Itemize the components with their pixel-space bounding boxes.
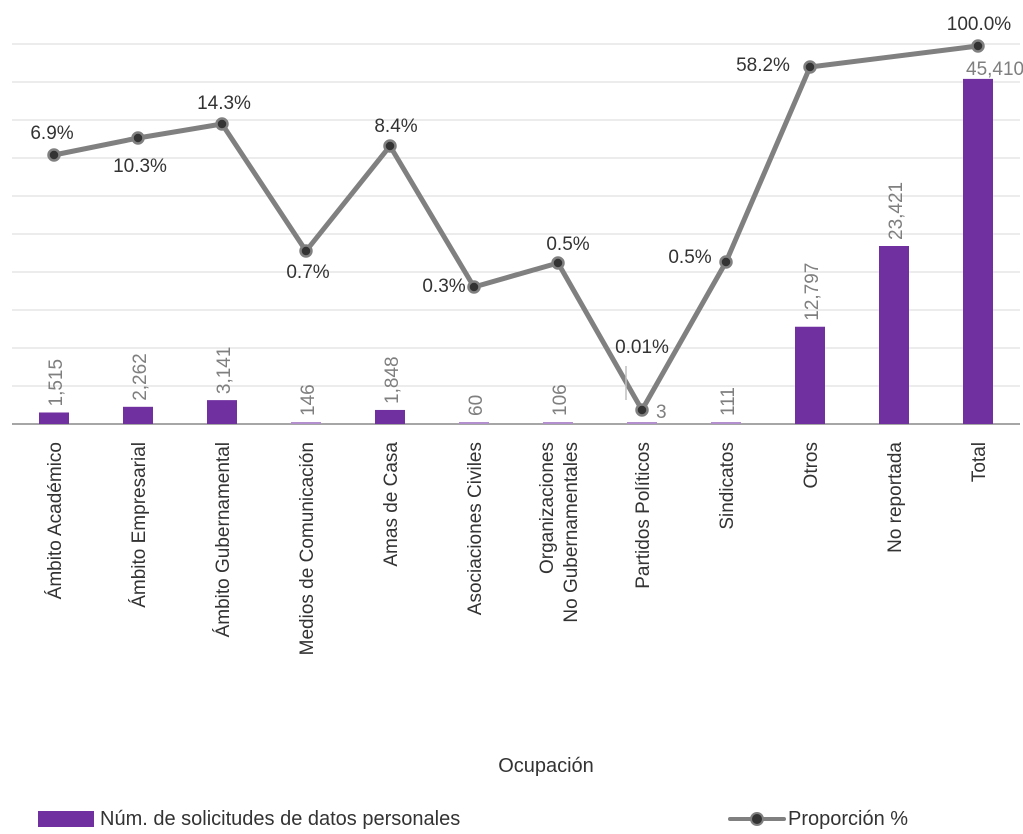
bar-data-label: 3,141 [214, 347, 235, 395]
bar [459, 422, 489, 424]
proportion-line [53, 43, 979, 413]
bar [207, 400, 237, 424]
x-tick-label: No reportada [885, 442, 906, 553]
x-tick-label: Ámbito Académico [45, 442, 66, 599]
x-tick-label: Ámbito Gubernamental [213, 442, 234, 637]
x-tick-label: Total [969, 442, 990, 482]
line-data-labels: 6.9% 10.3% 14.3% 0.7% 8.4% 0.3% 0.5% 0.01% 0.5% 5… [30, 14, 1011, 400]
line-point [131, 131, 145, 145]
legend-line-label: Proporción % [788, 807, 909, 830]
bar-data-label: 2,262 [130, 353, 151, 401]
bar [123, 406, 153, 424]
line-data-label: 6.9% [30, 123, 73, 144]
bar-data-label: 1,515 [46, 359, 67, 407]
x-tick-label: No Gubernamentales [561, 442, 582, 623]
line-point [47, 148, 61, 162]
legend-bar-label: Núm. de solicitudes de datos personales [100, 807, 461, 830]
line-data-label: 14.3% [197, 93, 251, 114]
bar-data-label: 3 [656, 402, 667, 423]
x-tick-label: Amas de Casa [381, 442, 402, 567]
bar-series [39, 78, 993, 424]
line-point [467, 280, 481, 294]
line-data-label: 58.2% [736, 55, 790, 76]
line-point [215, 117, 229, 131]
bar [795, 326, 825, 424]
line-point [803, 60, 817, 74]
line-data-label: 0.5% [546, 234, 589, 255]
line-point [635, 403, 649, 417]
x-tick-label: Sindicatos [717, 442, 738, 530]
x-axis-title: Ocupación [498, 755, 594, 777]
legend-bar-swatch [38, 811, 94, 827]
line-point [719, 255, 733, 269]
legend-line-swatch [728, 811, 786, 827]
line-data-label: 8.4% [374, 116, 417, 137]
gridlines [12, 43, 1020, 425]
line-data-label: 100.0% [947, 14, 1012, 35]
x-tick-label: Ámbito Empresarial [129, 442, 150, 608]
line-data-label: 0.3% [422, 276, 465, 297]
line-data-label: 10.3% [113, 156, 167, 177]
x-tick-label: Otros [801, 442, 822, 488]
bar-data-label: 12,797 [802, 263, 823, 321]
bar [291, 422, 321, 424]
line-point [551, 256, 565, 270]
bar-data-label: 106 [550, 384, 571, 416]
x-tick-label: Partidos Políticos [633, 442, 654, 589]
bar-data-label: 146 [298, 384, 319, 416]
bar [543, 422, 573, 424]
x-tick-label: Medios de Comunicación [297, 442, 318, 655]
bar [879, 246, 909, 424]
x-tick-label: Asociaciones Civiles [465, 442, 486, 615]
line-data-label: 0.01% [615, 337, 669, 358]
line-point [971, 39, 985, 53]
bar [39, 412, 69, 424]
bar [375, 409, 405, 424]
line-point [299, 244, 313, 258]
bar-data-label: 60 [466, 395, 487, 416]
bar-data-label: 111 [718, 387, 739, 416]
bar-data-labels: 1,515 2,262 3,141 146 1,848 60 106 3 111 12,797 23… [46, 59, 1023, 423]
bar [627, 422, 657, 424]
line-point [383, 139, 397, 153]
line-series [47, 39, 985, 417]
bar [711, 422, 741, 424]
x-tick-label: Organizaciones [537, 442, 558, 574]
x-tick-labels: Ámbito Académico Ámbito Empresarial Ámbito… [45, 442, 990, 656]
legend-item-bars: Núm. de solicitudes de datos personales [38, 806, 460, 832]
bar [963, 78, 993, 424]
bar-data-label: 23,421 [886, 182, 907, 240]
line-data-label: 0.5% [668, 247, 711, 268]
bar-data-label: 45,410 [966, 59, 1023, 80]
legend-item-line: Proporción % [728, 806, 908, 832]
bar-data-label: 1,848 [382, 356, 403, 404]
line-data-label: 0.7% [286, 262, 329, 283]
